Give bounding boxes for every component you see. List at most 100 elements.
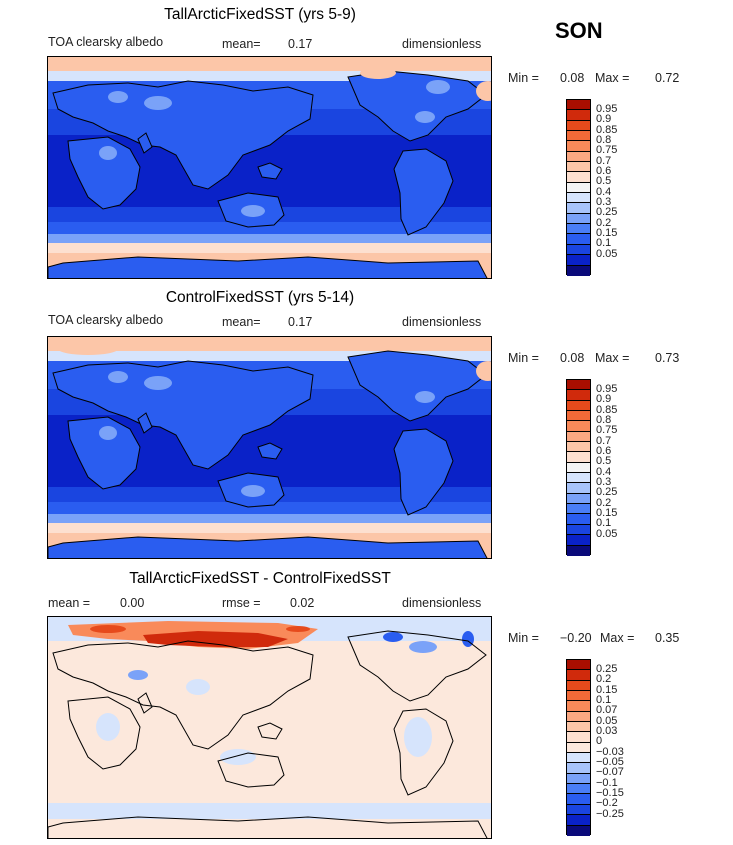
colorbar-tick-label: 0.5 [596,175,612,188]
colorbar-tick-label: 0.15 [596,683,618,696]
colorbar-segment [567,462,590,474]
colorbar-tick-label: 0.7 [596,154,612,167]
colorbar-tick-label: 0.05 [596,247,618,260]
colorbar-segment [567,773,590,785]
colorbar-segment [567,660,590,671]
colorbar-segment [567,421,590,432]
colorbar-tick-label: 0.25 [596,662,618,675]
panel-1-colorbar [566,99,591,276]
colorbar-segment [567,442,590,453]
colorbar-segment [567,141,590,152]
colorbar-tick-label: 0.5 [596,455,612,468]
colorbar-tick-label: 0.25 [596,486,618,499]
colorbar-segment [567,524,590,536]
colorbar-segment [567,100,590,111]
colorbar-segment [567,120,590,132]
colorbar-segment [567,182,590,194]
panel-3-mean-label: mean = [48,596,91,610]
panel-3-min-value: −0.20 [560,631,592,645]
panel-3-rmse-value: 0.02 [290,596,315,610]
panel-2-mean-label: mean= [222,315,261,329]
colorbar-tick-label: −0.03 [596,745,624,758]
colorbar-tick-label: 0.15 [596,507,618,520]
colorbar-tick-label: 0.8 [596,133,612,146]
colorbar-segment [567,670,590,681]
colorbar-tick-label: −0.1 [596,776,618,789]
colorbar-tick-label: 0.7 [596,434,612,447]
colorbar-tick-label: −0.2 [596,797,618,810]
colorbar-tick-label: 0.9 [596,113,612,126]
colorbar-tick-label: 0.6 [596,164,612,177]
colorbar-tick-label: 0.3 [596,476,612,489]
colorbar-tick-label: 0.6 [596,444,612,457]
colorbar-segment [567,224,590,235]
colorbar-tick-label: 0.75 [596,424,618,437]
colorbar-segment [567,452,590,463]
panel-3-units: dimensionless [402,596,482,610]
colorbar-tick-label: 0.05 [596,527,618,540]
colorbar-segment [567,162,590,173]
colorbar-tick-label: 0.1 [596,237,612,250]
colorbar-segment [567,815,590,826]
colorbar-segment [567,483,590,494]
panel-1-mean-label: mean= [222,37,261,51]
season-label: SON [555,18,603,43]
panel-1-units: dimensionless [402,37,482,51]
panel-3-max-label: Max = [600,631,635,645]
panel-2-map [47,336,492,559]
colorbar-tick-label: 0.95 [596,102,618,115]
colorbar-segment [567,131,590,142]
colorbar-segment [567,804,590,816]
colorbar-segment [567,535,590,546]
colorbar-segment [567,390,590,401]
colorbar-segment [567,234,590,245]
colorbar-tick-label: 0.05 [596,714,618,727]
colorbar-tick-label: 0.25 [596,206,618,219]
colorbar-tick-label: 0.75 [596,144,618,157]
colorbar-tick-label: 0.85 [596,123,618,136]
panel-2-max-value: 0.73 [655,351,680,365]
panel-1-map [47,56,492,279]
panel-2-units: dimensionless [402,315,482,329]
colorbar-segment [567,825,590,836]
colorbar-segment [567,680,590,692]
colorbar-segment [567,172,590,183]
panel-2-colorbar [566,379,591,556]
panel-3-min-label: Min = [508,631,539,645]
colorbar-segment [567,400,590,412]
panel-3-title: TallArcticFixedSST - ControlFixedSST [129,570,391,587]
colorbar-segment [567,504,590,515]
panel-1-min-label: Min = [508,71,539,85]
panel-1-variable-label: TOA clearsky albedo [48,35,164,49]
panel-1-min-value: 0.08 [560,71,585,85]
colorbar-segment [567,380,590,391]
colorbar-segment [567,473,590,484]
colorbar-segment [567,255,590,266]
colorbar-tick-label: 0.3 [596,196,612,209]
panel-2-variable-label: TOA clearsky albedo [48,313,164,327]
colorbar-tick-label: 0.03 [596,724,618,737]
panel-2-min-value: 0.08 [560,351,585,365]
colorbar-segment [567,753,590,764]
panel-2-min-label: Min = [508,351,539,365]
colorbar-tick-label: 0.85 [596,403,618,416]
panel-3-colorbar [566,659,591,836]
colorbar-segment [567,411,590,422]
colorbar-tick-label: 0.07 [596,704,618,717]
colorbar-segment [567,545,590,556]
colorbar-segment [567,431,590,443]
colorbar-segment [567,711,590,723]
panel-1-title: TallArcticFixedSST (yrs 5-9) [164,6,356,23]
colorbar-tick-label: 0.4 [596,465,612,478]
panel-3-max-value: 0.35 [655,631,680,645]
colorbar-segment [567,732,590,743]
colorbar-segment [567,193,590,204]
colorbar-segment [567,514,590,525]
colorbar-tick-label: 0.9 [596,393,612,406]
panel-1-mean-value: 0.17 [288,37,313,51]
colorbar-segment [567,701,590,712]
colorbar-tick-label: 0.15 [596,227,618,240]
colorbar-tick-label: 0.95 [596,382,618,395]
panel-1-max-label: Max = [595,71,630,85]
colorbar-segment [567,110,590,121]
